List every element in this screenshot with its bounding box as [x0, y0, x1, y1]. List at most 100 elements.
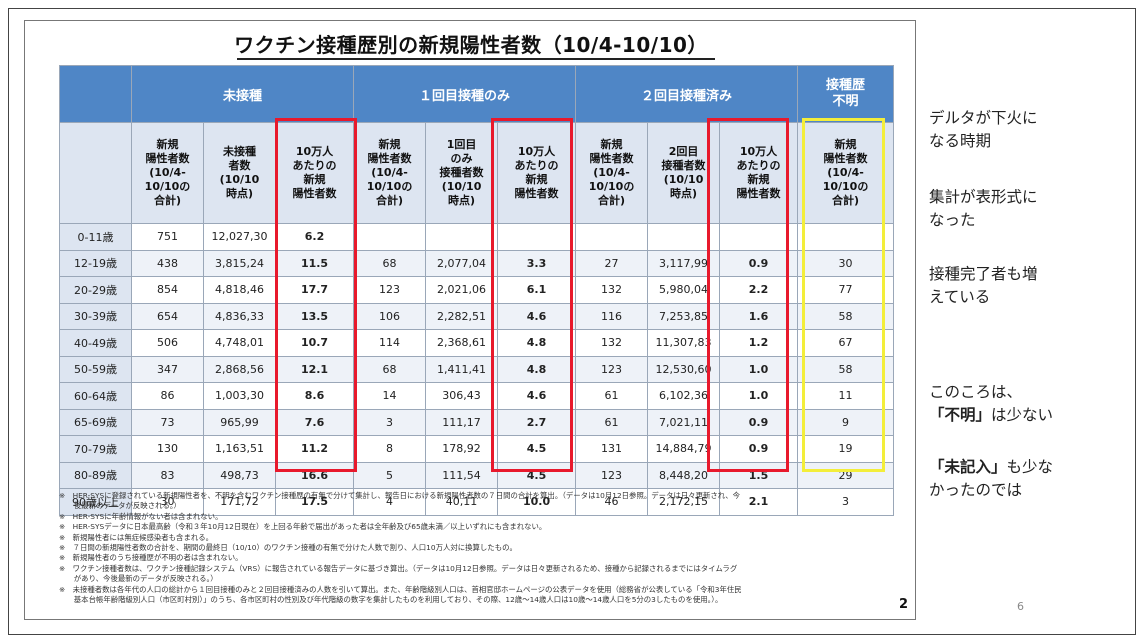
footnote-line: 後最新のデータが反映される。）: [59, 501, 181, 511]
subheader: 未接種 者数 (10/10 時点): [203, 122, 276, 224]
table-cell: 130: [131, 435, 204, 463]
side-note-5-line2: かったのでは: [929, 481, 1023, 499]
table-cell: 2,077,04: [425, 249, 499, 277]
side-note-1: デルタが下火に なる時期: [929, 109, 1038, 150]
table-cell: 30: [131, 488, 204, 516]
footnote-line: ※ ワクチン接種者数は、ワクチン接種記録システム（VRS）に報告されている報告デ…: [59, 563, 738, 573]
table-cell: 123: [575, 355, 649, 383]
table-cell: 1,003,30: [203, 382, 276, 410]
table-cell: 506: [131, 329, 204, 357]
table-cell: 61: [575, 408, 649, 436]
group-first-dose: １回目接種のみ: [353, 65, 577, 123]
footnote-line: ※ 新規陽性者のうち接種歴が不明の者は含まれない。: [59, 553, 243, 563]
slide-number: 6: [1017, 600, 1024, 613]
subheader: 新規 陽性者数 (10/4- 10/10の 合計): [797, 122, 895, 224]
table-cell: 4,836,33: [203, 302, 276, 330]
table-cell: [425, 223, 499, 251]
table-row: 80-89歳 83 498,73 16.6 5 111,54 4.5 123 8,448,20 1…: [59, 461, 895, 489]
age-group-cell: 40-49歳: [59, 329, 132, 357]
highlight-box-first-dose-rate: [491, 118, 573, 472]
table-row: 20-29歳 854 4,818,46 17.7 123 2,021,06 6.1 132 5,…: [59, 276, 895, 304]
table-cell: 1.0: [719, 355, 799, 383]
table-cell: [797, 223, 895, 251]
table-cell: 10.7: [274, 329, 355, 357]
table-cell: 111,54: [425, 461, 499, 489]
side-note-3: 接種完了者も増 えている: [929, 265, 1038, 306]
table-cell: [719, 223, 799, 251]
table-cell: 438: [131, 249, 204, 277]
panel-title: ワクチン接種歴別の新規陽性者数（10/4-10/10）: [234, 33, 708, 57]
footnote-line: 基本台帳年齢階級別人口（市区町村別）」のうち、各市区町村の性別及び年代階級の数字…: [59, 595, 723, 605]
side-note-5-line1: 「未記入」も少な: [929, 456, 1053, 479]
footnote-line: ※ HER-SYSに登録されている新規陽性者を、不明を含むワクチン接種歴の有無で…: [59, 491, 740, 500]
table-cell: 6.2: [274, 223, 355, 251]
table-cell: 73: [131, 408, 204, 436]
table-cell: 132: [575, 329, 649, 357]
side-note-4-line2: 「不明」は少ない: [929, 404, 1053, 427]
table-cell: 14: [353, 382, 427, 410]
table-cell: 498,73: [203, 461, 276, 489]
table-cell: 86: [131, 382, 204, 410]
table-cell: 30: [797, 249, 895, 277]
table-cell: 4,748,01: [203, 329, 276, 357]
table-cell: 6.1: [497, 276, 577, 304]
table-cell: 4.5: [497, 435, 577, 463]
table-cell: 116: [575, 302, 649, 330]
group-unvaccinated: 未接種: [130, 65, 355, 123]
table-cell: 61: [575, 382, 649, 410]
table-cell: 1,163,51: [203, 435, 276, 463]
table-cell: 1.5: [719, 461, 799, 489]
vaccination-table: 未接種 １回目接種のみ ２回目接種済み 接種歴 不明 新規 陽性者数 (10/4…: [59, 65, 895, 516]
table-cell: 2,282,51: [425, 302, 499, 330]
side-note-5: 「未記入」も少な かったのでは: [929, 456, 1053, 502]
side-note-4: このころは、 「不明」は少ない: [929, 381, 1053, 427]
table-cell: 11.5: [274, 249, 355, 277]
table-cell: 3.3: [497, 249, 577, 277]
corner-cell-2: [59, 122, 132, 224]
group-second-dose: ２回目接種済み: [575, 65, 799, 123]
table-cell: 8: [353, 435, 427, 463]
table-cell: 132: [575, 276, 649, 304]
age-group-cell: 90歳以上: [59, 488, 132, 516]
table-cell: 17.7: [274, 276, 355, 304]
side-note-5-bold: 「未記入」: [929, 458, 1007, 476]
table-cell: 854: [131, 276, 204, 304]
table-cell: 306,43: [425, 382, 499, 410]
age-group-cell: 65-69歳: [59, 408, 132, 436]
table-cell: 1.2: [719, 329, 799, 357]
table-cell: 2.1: [719, 488, 799, 516]
footnote-line: ※ 新規陽性者には無症候感染者も含まれる。: [59, 532, 214, 542]
table-cell: 2,368,61: [425, 329, 499, 357]
table-cell: 2.2: [719, 276, 799, 304]
table-cell: 4,818,46: [203, 276, 276, 304]
table-cell: 13.5: [274, 302, 355, 330]
table-row: 12-19歳 438 3,815,24 11.5 68 2,077,04 3.3 27 3,11…: [59, 249, 895, 277]
table-cell: [353, 223, 427, 251]
table-cell: 751: [131, 223, 204, 251]
table-cell: 4.6: [497, 302, 577, 330]
table-cell: 2,868,56: [203, 355, 276, 383]
subheader: 10万人 あたりの 新規 陽性者数: [719, 122, 799, 224]
table-cell: 347: [131, 355, 204, 383]
table-cell: 10.0: [497, 488, 577, 516]
age-group-cell: 20-29歳: [59, 276, 132, 304]
table-cell: 4.8: [497, 355, 577, 383]
table-cell: 27: [575, 249, 649, 277]
table-cell: 2,172,15: [647, 488, 721, 516]
table-cell: 1,411,41: [425, 355, 499, 383]
side-note-5-rest: も少な: [1006, 458, 1054, 476]
table-cell: 19: [797, 435, 895, 463]
age-group-cell: 50-59歳: [59, 355, 132, 383]
table-cell: 965,99: [203, 408, 276, 436]
footnote-line: ※ HER-SYSに年齢情報がない者は含まれない。: [59, 511, 223, 521]
subheader: 新規 陽性者数 (10/4- 10/10の 合計): [575, 122, 649, 224]
table-row: 30-39歳 654 4,836,33 13.5 106 2,282,51 4.6 116 7,…: [59, 302, 895, 330]
table-cell: 106: [353, 302, 427, 330]
table-cell: 46: [575, 488, 649, 516]
table-cell: 68: [353, 355, 427, 383]
panel-page-number: 2: [899, 597, 909, 612]
table-row: 0-11歳 751 12,027,30 6.2: [59, 223, 895, 251]
group-header-row: 未接種 １回目接種のみ ２回目接種済み 接種歴 不明: [59, 65, 895, 123]
table-cell: 0.9: [719, 249, 799, 277]
table-cell: 114: [353, 329, 427, 357]
